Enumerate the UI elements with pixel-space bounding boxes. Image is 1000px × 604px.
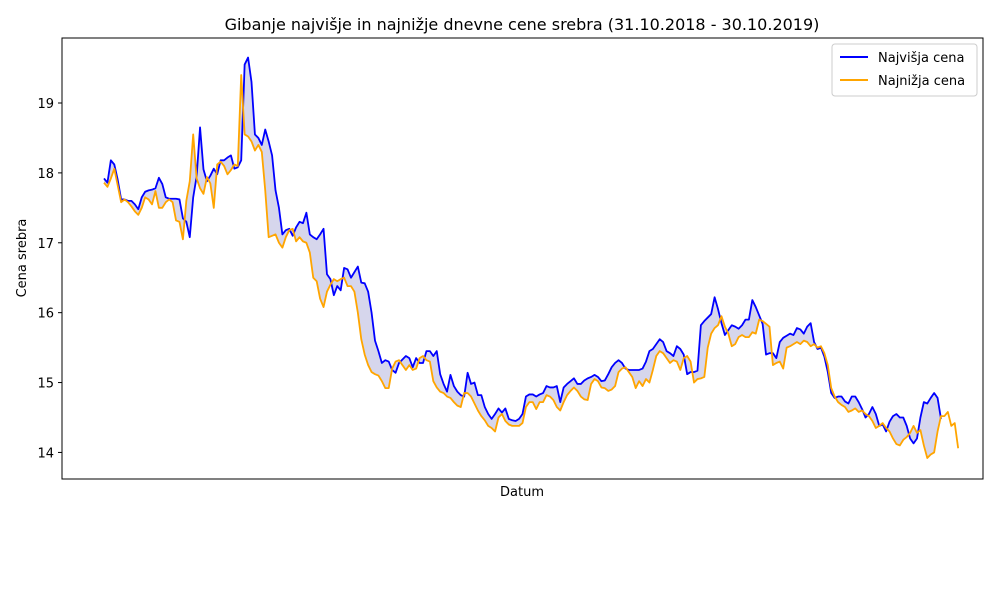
y-tick-label: 17 (37, 237, 54, 252)
legend-label-low: Najnižja cena (878, 74, 965, 89)
y-tick-label: 14 (37, 446, 54, 461)
y-axis: 14 15 16 17 18 19 (37, 97, 62, 461)
y-tick-label: 15 (37, 377, 54, 392)
y-tick-label: 19 (37, 97, 54, 112)
series-line-high (103, 56, 942, 445)
x-axis-label: Datum (500, 485, 544, 500)
legend: Najvišja cena Najnižja cena (831, 43, 978, 97)
y-tick-label: 18 (37, 167, 54, 182)
y-tick-label: 16 (37, 307, 54, 322)
series-lines (103, 56, 960, 459)
chart-title: Gibanje najvišje in najnižje dnevne cene… (225, 15, 820, 34)
series-line-low (103, 74, 960, 459)
legend-frame (831, 43, 978, 97)
y-axis-label: Cena srebra (15, 219, 30, 298)
legend-label-high: Najvišja cena (878, 51, 964, 66)
plot-area (61, 37, 984, 480)
